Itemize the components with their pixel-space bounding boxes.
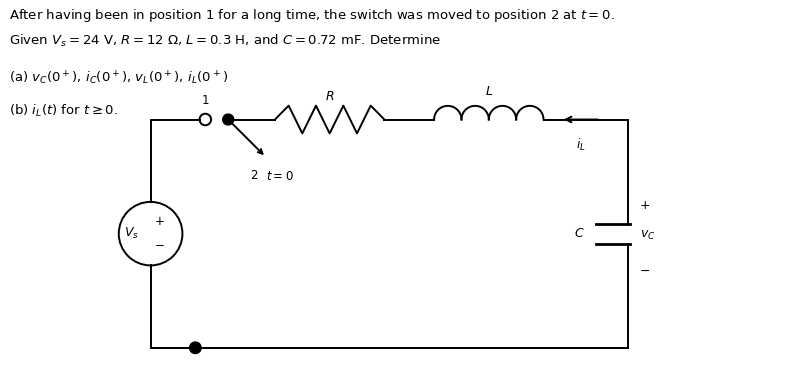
Text: $C$: $C$ bbox=[574, 227, 585, 240]
Text: 1: 1 bbox=[202, 94, 209, 107]
Text: $L$: $L$ bbox=[485, 85, 493, 98]
Text: After having been in position 1 for a long time, the switch was moved to positio: After having been in position 1 for a lo… bbox=[9, 7, 615, 24]
Text: $R$: $R$ bbox=[325, 90, 334, 102]
Text: −: − bbox=[640, 265, 651, 278]
Text: +: + bbox=[640, 199, 651, 212]
Text: (a) $v_C(0^+)$, $i_C(0^+)$, $v_L(0^+)$, $i_L(0^+)$: (a) $v_C(0^+)$, $i_C(0^+)$, $v_L(0^+)$, … bbox=[9, 70, 229, 87]
Text: $i_L$: $i_L$ bbox=[576, 137, 585, 153]
Text: Given $V_s = 24$ V, $R = 12$ Ω, $L = 0.3$ H, and $C = 0.72$ mF. Determine: Given $V_s = 24$ V, $R = 12$ Ω, $L = 0.3… bbox=[9, 33, 441, 49]
Text: $v_C$: $v_C$ bbox=[640, 229, 656, 242]
Circle shape bbox=[190, 342, 201, 353]
Text: +: + bbox=[154, 215, 165, 228]
Text: −: − bbox=[154, 239, 165, 252]
Text: (b) $i_L(t)$ for $t \geq 0$.: (b) $i_L(t)$ for $t \geq 0$. bbox=[9, 102, 118, 119]
Text: 2: 2 bbox=[251, 169, 258, 182]
Text: $V_s$: $V_s$ bbox=[124, 226, 139, 241]
Text: $t = 0$: $t = 0$ bbox=[266, 170, 294, 183]
Circle shape bbox=[223, 114, 234, 125]
